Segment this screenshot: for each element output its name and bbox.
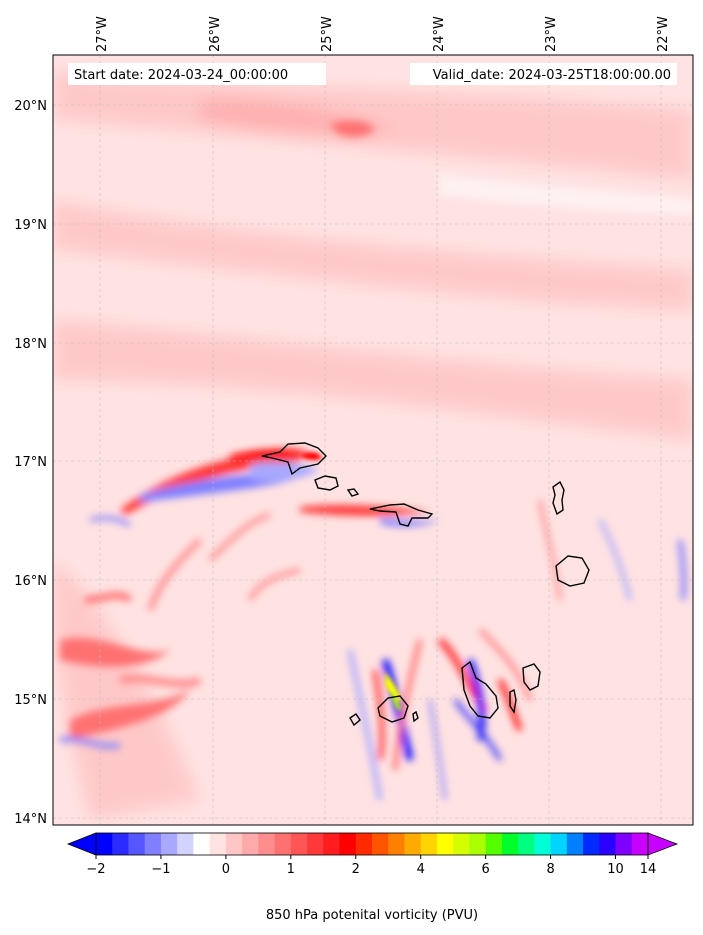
colorbar-segment [242, 833, 259, 855]
lat-label: 14°N [14, 812, 47, 827]
colorbar-segment [323, 833, 341, 855]
lon-label: 25°W [320, 16, 335, 52]
colorbar-segment [209, 833, 227, 855]
island-boa-vista [555, 555, 590, 587]
colorbar-frame [95, 832, 649, 856]
colorbar-tick-label: 10 [607, 862, 624, 877]
island-brava [349, 713, 361, 727]
lat-label: 17°N [14, 455, 47, 470]
colorbar-segment [485, 833, 503, 855]
colorbar-segment [436, 833, 454, 855]
colorbar-extend-high [647, 832, 679, 856]
colorbar-ticks: −2 −1 0 1 2 4 6 8 10 14 [86, 855, 656, 877]
island-fogo [377, 695, 409, 723]
colorbar-segment [420, 833, 438, 855]
colorbar-tick-label: 4 [417, 862, 425, 877]
colorbar-segment [404, 833, 422, 855]
islet-fogo-east [412, 710, 419, 723]
pv-field: Start date: 2024-03-24_00:00:00 Valid_da… [53, 55, 693, 825]
colorbar-label: 850 hPa potenital vorticity (PVU) [266, 908, 478, 923]
colorbar-segment [112, 833, 129, 855]
colorbar: −2 −1 0 1 2 4 6 8 10 14 850 hPa potenital vortici… [66, 832, 679, 923]
island-sao-nicolau [369, 503, 434, 527]
colorbar-segment [534, 833, 552, 855]
lon-labels: 27°W 26°W 25°W 24°W 23°W 22°W [95, 16, 671, 52]
colorbar-tick-label: −2 [86, 862, 105, 877]
coastlines [261, 442, 590, 727]
island-maio [522, 663, 541, 691]
colorbar-extend-low [66, 832, 97, 856]
island-sal [552, 480, 565, 516]
colorbar-segment [258, 833, 276, 855]
colorbar-tick-label: −1 [151, 862, 170, 877]
lon-label: 24°W [432, 16, 447, 52]
colorbar-tick-label: 1 [287, 862, 295, 877]
start-date-text: Start date: 2024-03-24_00:00:00 [74, 68, 288, 83]
colorbar-segment [307, 833, 324, 855]
lat-labels: 20°N 19°N 18°N 17°N 16°N 15°N 14°N [14, 99, 47, 827]
colorbar-segment [631, 833, 649, 855]
lat-label: 19°N [14, 218, 47, 233]
colorbar-segment [501, 833, 519, 855]
colorbar-segment [274, 833, 292, 855]
colorbar-segment [453, 833, 470, 855]
colorbar-segment [518, 833, 535, 855]
colorbar-segment [193, 833, 211, 855]
lat-label: 20°N [14, 99, 47, 114]
lon-label: 22°W [656, 16, 671, 52]
colorbar-segment [615, 833, 633, 855]
island-santa-luzia [346, 488, 360, 497]
colorbar-segment [128, 833, 146, 855]
valid-date-text: Valid_date: 2024-03-25T18:00:00.00 [433, 68, 671, 83]
colorbar-segment [583, 833, 600, 855]
lat-label: 18°N [14, 337, 47, 352]
colorbar-tick-label: 0 [222, 862, 230, 877]
plot-frame [52, 54, 694, 826]
colorbar-segment [355, 833, 373, 855]
colorbar-segment [469, 833, 487, 855]
island-santiago [461, 660, 499, 719]
colorbar-segment [225, 833, 243, 855]
colorbar-tick-label: 6 [482, 862, 490, 877]
colorbar-segment [96, 833, 113, 855]
colorbar-segment [566, 833, 584, 855]
lon-label: 23°W [544, 16, 559, 52]
valid-date-box [410, 63, 677, 85]
lon-label: 27°W [95, 16, 110, 52]
lon-label: 26°W [208, 16, 223, 52]
colorbar-segment [388, 833, 405, 855]
colorbar-tick-label: 14 [640, 862, 657, 877]
colorbar-segment [144, 833, 162, 855]
island-santo-antao [261, 442, 327, 476]
colorbar-segment [339, 833, 357, 855]
colorbar-segments [96, 833, 649, 855]
lat-label: 15°N [14, 693, 47, 708]
colorbar-tick-label: 8 [546, 862, 554, 877]
colorbar-segment [160, 833, 178, 855]
colorbar-segment [550, 833, 568, 855]
colorbar-tick-label: 2 [352, 862, 360, 877]
colorbar-segment [290, 833, 308, 855]
colorbar-segment [599, 833, 617, 855]
colorbar-segment [372, 833, 389, 855]
lat-label: 16°N [14, 574, 47, 589]
colorbar-segment [177, 833, 194, 855]
islet-east [509, 688, 517, 714]
island-sao-vicente [314, 475, 339, 491]
start-date-box [68, 63, 326, 85]
graticule [53, 55, 693, 825]
